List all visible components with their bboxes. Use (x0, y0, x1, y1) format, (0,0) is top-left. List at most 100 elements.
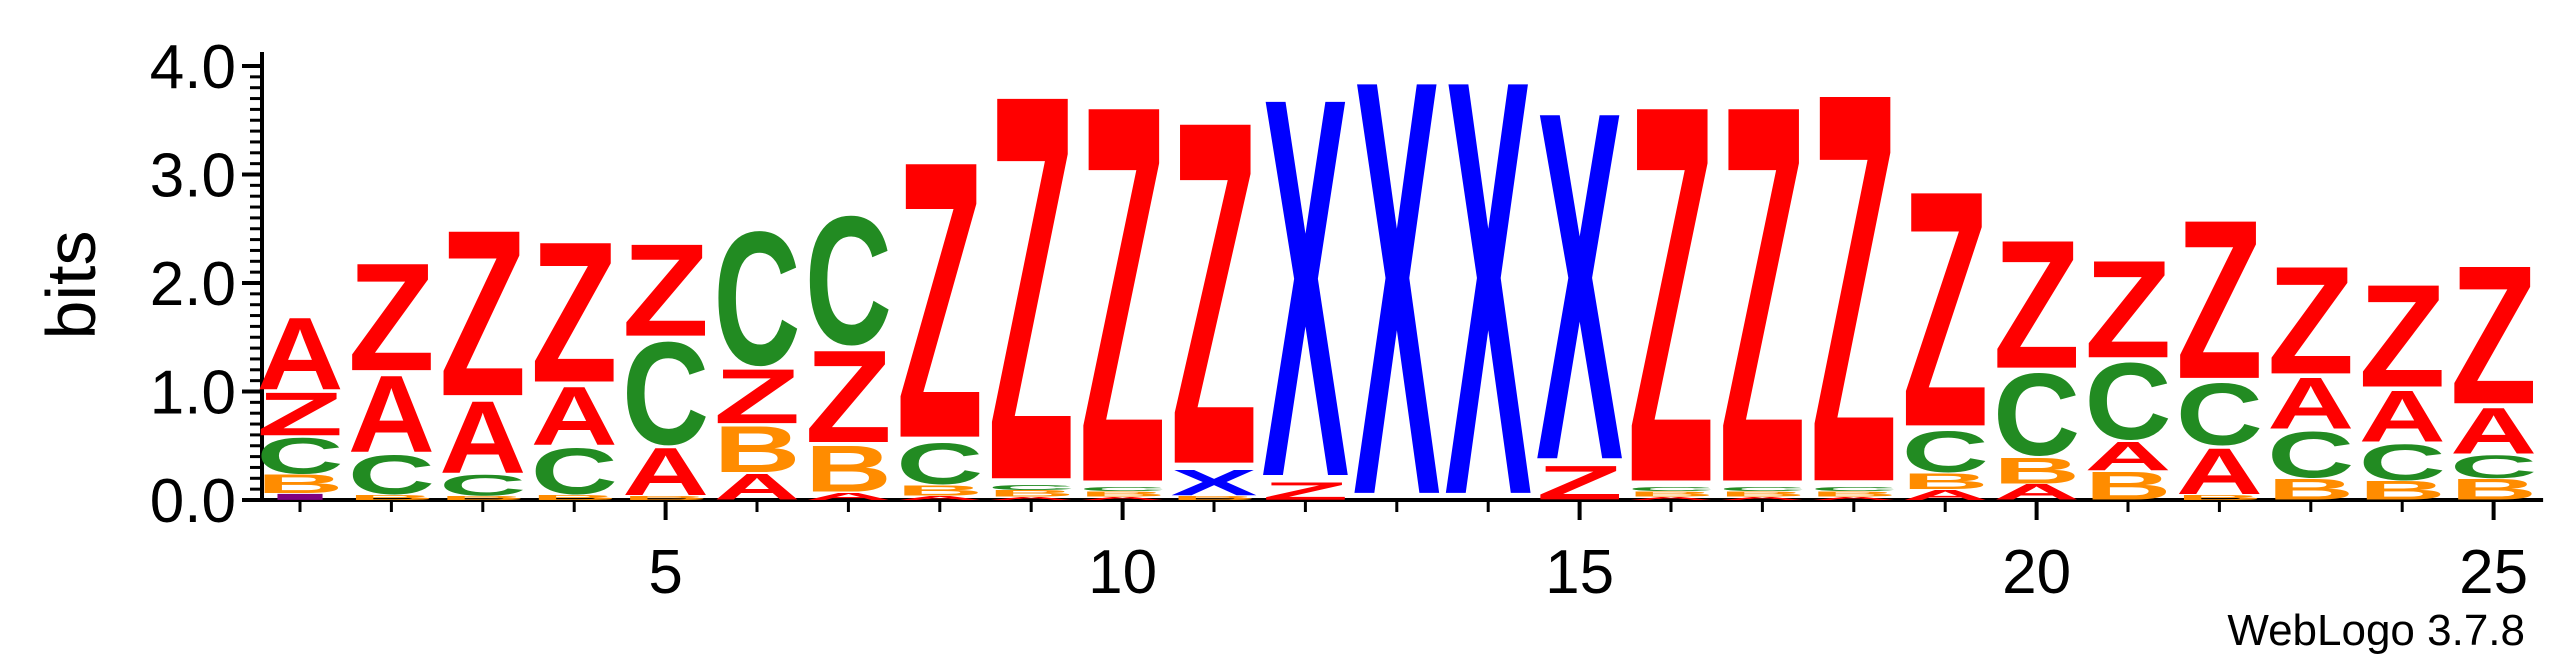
letter-Z: Z (988, 0, 1075, 596)
letter-Z: Z (1536, 456, 1623, 510)
y-tick-label: 1.0 (150, 359, 236, 428)
letter-C: C (1993, 350, 2080, 481)
weblogo-credit: WebLogo 3.7.8 (2227, 606, 2525, 655)
y-axis-label: bits (32, 231, 110, 340)
letter-A: A (2085, 434, 2172, 480)
letter-Z: Z (1993, 201, 2080, 406)
letter-A: A (2176, 434, 2263, 508)
letter-B: B (2359, 476, 2446, 505)
letter-B: B (622, 495, 709, 502)
letter-B: B (1628, 490, 1715, 498)
letter-B: B (1079, 490, 1166, 498)
letter-B: B (714, 412, 801, 486)
letter-I: I (257, 492, 344, 502)
letter-X: X (1353, 0, 1441, 620)
letter-Z: Z (257, 380, 344, 448)
letter-B: B (1171, 495, 1258, 502)
letter-C: C (2176, 366, 2263, 464)
letter-B: B (2085, 464, 2172, 508)
stack-position-14: X (1445, 0, 1533, 620)
letter-C: C (622, 313, 709, 476)
letter-Z: Z (1719, 0, 1806, 595)
letter-C: C (2084, 341, 2171, 463)
y-tick-label: 4.0 (150, 33, 236, 102)
letter-B: B (1719, 490, 1806, 498)
x-tick-label: 25 (2459, 538, 2528, 607)
letter-B: B (988, 489, 1075, 499)
letter-B: B (2450, 473, 2537, 506)
letter-A: A (896, 495, 983, 502)
letter-C: C (896, 431, 983, 497)
x-tick-label: 15 (1545, 538, 1614, 607)
y-tick-label: 0.0 (150, 467, 236, 536)
letter-A: A (805, 491, 892, 502)
letter-B: B (439, 495, 526, 502)
letter-C: C (2267, 418, 2354, 492)
letter-Z: Z (805, 324, 892, 471)
letter-Z: Z (714, 353, 801, 440)
letter-A: A (622, 434, 709, 509)
letter-C: C (2450, 449, 2537, 485)
letter-C: C (805, 178, 892, 382)
letter-Z: Z (896, 80, 983, 522)
y-axis: 0.0 1.0 2.0 3.0 4.0 (150, 33, 264, 536)
letter-C: C (988, 484, 1075, 492)
letter-C: C (257, 427, 344, 485)
stack-position-13: X (1353, 0, 1441, 620)
letter-A: A (1993, 480, 2080, 504)
letter-Z: Z (531, 199, 618, 424)
letter-B: B (1810, 490, 1897, 498)
letter-Z: Z (2450, 224, 2537, 446)
letter-C: C (2359, 433, 2446, 491)
letter-Z: Z (2085, 231, 2172, 387)
letter-A: A (1079, 496, 1166, 501)
letter-A: A (1810, 496, 1897, 501)
letter-Z: Z (2359, 254, 2446, 418)
x-tick-label: 10 (1088, 538, 1157, 607)
letter-A: A (439, 380, 526, 495)
letter-Z: Z (1628, 0, 1715, 595)
letter-C: C (1628, 486, 1715, 493)
letter-Z: Z (2267, 235, 2354, 406)
letter-X: X (1536, 8, 1624, 565)
letter-A: A (988, 496, 1075, 501)
letter-C: C (531, 434, 618, 508)
letter-C: C (1719, 486, 1806, 493)
letter-C: C (1902, 420, 1989, 486)
letter-C: C (439, 469, 526, 502)
letter-Z: Z (439, 182, 526, 446)
letter-A: A (714, 466, 801, 507)
letter-C: C (1079, 486, 1166, 493)
letter-A: A (2359, 376, 2446, 458)
letter-Z: Z (1079, 0, 1166, 595)
letter-Z: Z (1171, 18, 1258, 567)
letter-Z: Z (1810, 0, 1897, 599)
letter-Z: Z (1902, 121, 1989, 498)
letter-B: B (2267, 473, 2354, 506)
letter-Z: Z (1262, 477, 1349, 505)
letter-X: X (1262, 0, 1350, 591)
letter-Z: Z (2176, 173, 2263, 427)
letter-C: C (348, 443, 435, 505)
letter-B: B (348, 493, 435, 501)
letter-C: C (713, 192, 800, 405)
letter-B: B (1993, 450, 2080, 491)
letter-B: B (1902, 469, 1989, 493)
letter-B: B (531, 493, 618, 501)
